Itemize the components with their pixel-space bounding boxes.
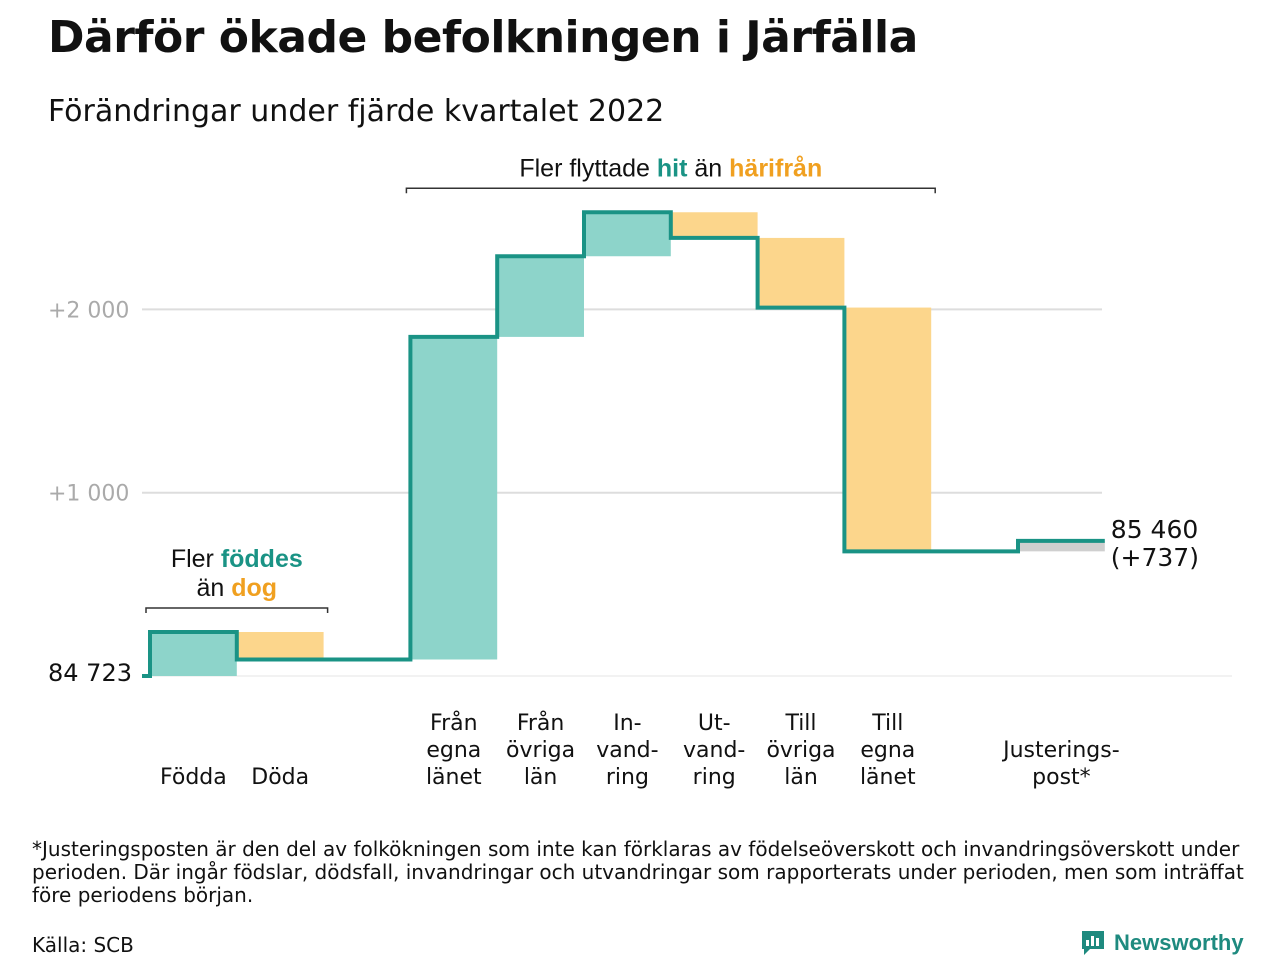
category-label: Till	[871, 711, 903, 736]
category-label: län	[524, 765, 558, 790]
end-value-label: 85 460	[1111, 515, 1198, 544]
category-label: ring	[606, 765, 649, 790]
category-label: länet	[426, 765, 482, 790]
category-label: Till	[784, 711, 816, 736]
category-label: ring	[693, 765, 736, 790]
bars	[150, 212, 1105, 676]
start-value-label: 84 723	[48, 659, 132, 687]
category-label: Födda	[160, 765, 227, 790]
bar-7	[757, 237, 845, 308]
footnote: *Justeringsposten är den del av folkökni…	[32, 837, 1244, 907]
cumulative-line	[142, 210, 1105, 678]
category-label: övriga	[506, 738, 575, 763]
annotation-births-line: än dog	[197, 574, 278, 602]
bar-10	[1018, 540, 1105, 552]
category-label: Ut-	[698, 711, 731, 736]
logo-text: Newsworthy	[1114, 930, 1244, 955]
category-label: länet	[860, 765, 916, 790]
category-label: Från	[430, 710, 478, 736]
newsworthy-logo: Newsworthy	[1080, 928, 1244, 958]
category-label: vand-	[683, 738, 745, 763]
bar-4	[497, 256, 584, 337]
chart-title: Därför ökade befolkningen i Järfälla	[48, 12, 918, 63]
bar-6	[670, 212, 758, 238]
category-label: vand-	[596, 738, 658, 763]
bar-5	[584, 212, 671, 257]
category-label: län	[784, 765, 818, 790]
category-label: Döda	[251, 765, 309, 790]
gridlines	[142, 308, 1232, 677]
step-line	[142, 210, 1105, 678]
category-label: post*	[1032, 765, 1091, 790]
category-label: Från	[517, 710, 565, 736]
bar-8	[844, 307, 932, 552]
annotation-births-line: Fler föddes	[171, 545, 303, 573]
y-tick-label: +1 000	[48, 482, 129, 507]
bar-0	[150, 632, 237, 676]
annotation-bracket-births	[145, 607, 329, 614]
bar-3	[410, 336, 498, 660]
category-label: egna	[860, 738, 915, 763]
annotation-bracket-migration	[405, 187, 936, 194]
category-label: egna	[426, 738, 481, 763]
chart-subtitle: Förändringar under fjärde kvartalet 2022	[48, 94, 665, 129]
bar-1	[236, 632, 324, 660]
y-tick-label: +2 000	[48, 298, 129, 323]
category-label: Justerings-	[1001, 738, 1120, 763]
category-label: In-	[613, 711, 641, 736]
annotation-migration-line: Fler flyttade hit än härifrån	[519, 154, 822, 182]
end-change-label: (+737)	[1111, 543, 1199, 572]
category-label: övriga	[766, 738, 835, 763]
source-credit: Källa: SCB	[32, 933, 134, 957]
chart-bubble-icon	[1082, 931, 1104, 955]
